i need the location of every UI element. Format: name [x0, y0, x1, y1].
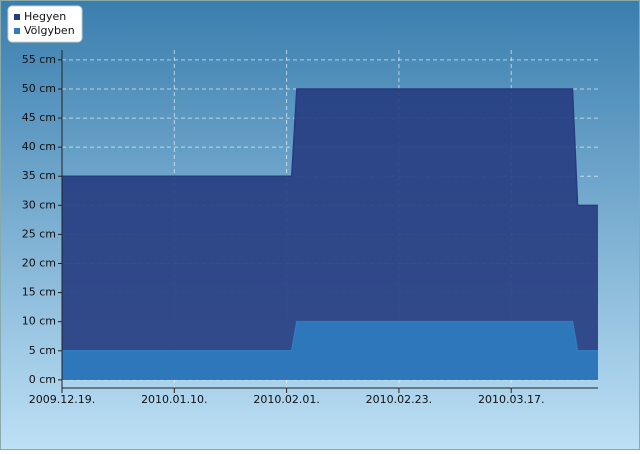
x-tick-label: 2010.02.01.: [253, 393, 319, 406]
x-tick-label: 2010.03.17.: [478, 393, 544, 406]
y-tick-label: 35 cm: [22, 169, 56, 182]
area-line: [62, 320, 598, 352]
y-tick-label: 45 cm: [22, 111, 56, 124]
y-tick-label: 50 cm: [22, 82, 56, 95]
y-tick-label: 55 cm: [22, 53, 56, 66]
area: [62, 321, 598, 380]
legend-swatch: [14, 14, 20, 20]
y-tick-label: 25 cm: [22, 227, 56, 240]
y-tick-label: 15 cm: [22, 286, 56, 299]
legend-swatch: [14, 28, 20, 34]
x-tick-label: 2010.02.23.: [366, 393, 432, 406]
legend-box: [7, 5, 83, 43]
y-tick-label: 0 cm: [29, 373, 56, 386]
y-tick-label: 10 cm: [22, 315, 56, 328]
legend-label: Völgyben: [24, 24, 75, 37]
y-tick-label: 40 cm: [22, 140, 56, 153]
y-tick-label: 20 cm: [22, 257, 56, 270]
y-tick-label: 30 cm: [22, 198, 56, 211]
area: [62, 88, 598, 380]
x-tick-label: 2010.01.10.: [141, 393, 207, 406]
x-tick-label: 2009.12.19.: [29, 393, 95, 406]
y-tick-label: 5 cm: [29, 344, 56, 357]
legend-label: Hegyen: [24, 10, 66, 23]
area-line: [62, 88, 598, 207]
